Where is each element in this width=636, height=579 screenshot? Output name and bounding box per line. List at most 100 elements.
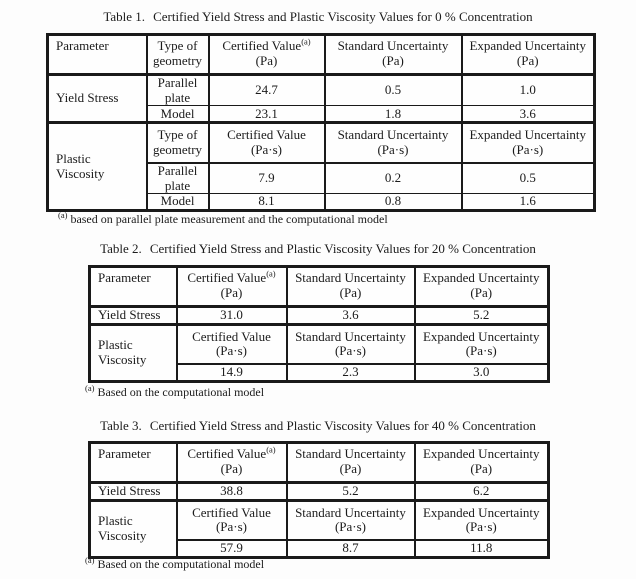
- t1-plastic-parallel-certified: 7.9: [207, 161, 326, 195]
- t2-yield-certified: 31.0: [175, 305, 288, 326]
- unit-label: (Pa): [339, 460, 362, 476]
- unit-label: (Pa·s): [377, 142, 409, 158]
- t2-plastic-standard: 2.3: [285, 363, 416, 383]
- unit-label: (Pa): [255, 52, 278, 68]
- t3-plastic-label: Plastic Viscosity: [88, 498, 178, 559]
- t2-plastic-value-row: 14.9 2.3 3.0: [90, 363, 550, 383]
- t3-yield-label: Yield Stress: [88, 481, 178, 502]
- t3-header-certified: Certified Value(a) (Pa): [175, 441, 288, 484]
- table-3-footnote-text: Based on the computational model: [97, 557, 265, 571]
- t1-plastic-model-geometry: Model: [145, 193, 210, 212]
- t1-header-parameter: Parameter: [46, 33, 148, 76]
- table-1-footnote-marker: (a): [58, 210, 68, 220]
- t2-header-parameter: Parameter: [88, 265, 178, 308]
- t2-plastic-certified: 14.9: [175, 363, 288, 383]
- t3-yield-standard: 5.2: [285, 481, 416, 502]
- t3-plastic-subheader-certified: Certified Value (Pa·s): [175, 498, 288, 542]
- unit-label: (Pa): [470, 460, 493, 476]
- table-2: Parameter Certified Value(a) (Pa) Standar…: [88, 265, 550, 383]
- table-3-header-row: Parameter Certified Value(a) (Pa) Standar…: [88, 441, 550, 484]
- t1-plastic-model-expanded: 1.6: [460, 193, 596, 212]
- table-1-footnote: (a) based on parallel plate measurement a…: [58, 210, 388, 227]
- t3-plastic-certified: 57.9: [175, 539, 288, 559]
- t1-plastic-viscosity-label: Plastic Viscosity: [46, 121, 148, 212]
- unit-label: (Pa·s): [465, 519, 497, 535]
- t2-header-standard: Standard Uncertainty (Pa): [285, 265, 416, 308]
- t1-plastic-model-row: Model 8.1 0.8 1.6: [48, 193, 596, 212]
- table-3-title-number: Table 3.: [100, 418, 142, 433]
- table-3-footnote-marker: (a): [85, 555, 95, 565]
- t1-yield-parallel-row: Yield Stress Parallel plate 24.7 0.5 1.0: [46, 72, 596, 124]
- table-1-title-text: Certified Yield Stress and Plastic Visco…: [153, 9, 533, 24]
- unit-label: (Pa): [516, 52, 539, 68]
- t2-yield-row: Yield Stress 31.0 3.6 5.2: [88, 305, 550, 326]
- t2-plastic-subheader-standard: Standard Uncertainty (Pa·s): [285, 322, 416, 366]
- t3-plastic-subheader-expanded: Expanded Uncertainty (Pa·s): [413, 498, 550, 542]
- t1-yield-parallel-geometry: Parallel plate: [145, 72, 210, 107]
- unit-label: (Pa): [339, 284, 362, 300]
- unit-label: (Pa·s): [250, 142, 283, 158]
- t1-plastic-subheader-expanded: Expanded Uncertainty (Pa·s): [460, 121, 596, 164]
- t2-yield-standard: 3.6: [285, 305, 416, 326]
- t1-yield-model-standard: 1.8: [323, 105, 463, 125]
- unit-label: (Pa): [382, 52, 404, 68]
- footnote-marker: (a): [301, 36, 311, 47]
- t2-yield-label: Yield Stress: [88, 305, 178, 326]
- table-2-header-row: Parameter Certified Value(a) (Pa) Standar…: [88, 265, 550, 308]
- t1-header-geometry: Type of geometry: [145, 33, 210, 76]
- unit-label: (Pa·s): [215, 519, 248, 535]
- t1-header-standard: Standard Uncertainty (Pa): [323, 33, 463, 76]
- t1-plastic-subheader-standard: Standard Uncertainty (Pa·s): [323, 121, 463, 164]
- t2-header-certified: Certified Value(a) (Pa): [175, 265, 288, 308]
- unit-label: (Pa): [470, 284, 493, 300]
- t3-yield-expanded: 6.2: [413, 481, 550, 502]
- table-3-title-text: Certified Yield Stress and Plastic Visco…: [149, 418, 536, 433]
- t1-header-expanded: Expanded Uncertainty (Pa): [460, 33, 596, 76]
- t1-yield-parallel-expanded: 1.0: [460, 72, 596, 107]
- t1-plastic-model-standard: 0.8: [323, 193, 463, 212]
- t1-plastic-parallel-geometry: Parallel plate: [145, 161, 210, 195]
- unit-label: (Pa·s): [512, 142, 544, 158]
- table-2-title-text: Certified Yield Stress and Plastic Visco…: [149, 241, 536, 256]
- table-1-title-number: Table 1.: [103, 9, 146, 24]
- t1-plastic-subheader-geometry: Type of geometry: [145, 121, 210, 164]
- table-2-footnote-marker: (a): [85, 383, 95, 393]
- t3-header-standard: Standard Uncertainty (Pa): [285, 441, 416, 484]
- unit-label: (Pa·s): [334, 343, 367, 359]
- table-2-title-number: Table 2.: [100, 241, 142, 256]
- table-1-footnote-text: based on parallel plate measurement and …: [70, 212, 388, 226]
- table-1: Parameter Type of geometry Certified Val…: [46, 33, 596, 212]
- t3-header-expanded: Expanded Uncertainty (Pa): [413, 441, 550, 484]
- table-2-footnote-text: Based on the computational model: [97, 385, 265, 399]
- table-3-footnote: (a) Based on the computational model: [85, 555, 265, 572]
- t1-yield-parallel-standard: 0.5: [323, 72, 463, 107]
- t1-plastic-model-certified: 8.1: [207, 193, 326, 212]
- t2-plastic-subheader-certified: Certified Value (Pa·s): [175, 322, 288, 366]
- footnote-marker: (a): [266, 444, 276, 455]
- t1-yield-model-certified: 23.1: [207, 105, 326, 125]
- t1-yield-model-geometry: Model: [145, 105, 210, 125]
- t1-yield-model-expanded: 3.6: [460, 105, 596, 125]
- unit-label: (Pa·s): [465, 343, 497, 359]
- t3-plastic-subheader-row: Plastic Viscosity Certified Value (Pa·s) …: [88, 498, 550, 559]
- t1-plastic-subheader-row: Plastic Viscosity Type of geometry Certi…: [46, 121, 596, 212]
- t3-yield-certified: 38.8: [175, 481, 288, 502]
- table-2-footnote: (a) Based on the computational model: [85, 383, 265, 400]
- t2-plastic-label: Plastic Viscosity: [88, 322, 178, 383]
- unit-label: (Pa): [220, 460, 243, 476]
- table-1-title: Table 1. Certified Yield Stress and Plast…: [0, 9, 636, 25]
- table-1-header-row: Parameter Type of geometry Certified Val…: [46, 33, 596, 76]
- t1-yield-model-row: Model 23.1 1.8 3.6: [48, 105, 596, 125]
- t1-header-certified: Certified Value(a) (Pa): [207, 33, 326, 76]
- t3-plastic-expanded: 11.8: [413, 539, 550, 559]
- footnote-marker: (a): [266, 268, 276, 279]
- t1-yield-stress-label: Yield Stress: [46, 72, 148, 124]
- t1-plastic-parallel-expanded: 0.5: [460, 161, 596, 195]
- t3-yield-row: Yield Stress 38.8 5.2 6.2: [88, 481, 550, 502]
- t1-plastic-parallel-standard: 0.2: [323, 161, 463, 195]
- t2-plastic-expanded: 3.0: [413, 363, 550, 383]
- t3-header-parameter: Parameter: [88, 441, 178, 484]
- table-3-title: Table 3. Certified Yield Stress and Plast…: [0, 418, 636, 434]
- t2-plastic-subheader-row: Plastic Viscosity Certified Value (Pa·s) …: [88, 322, 550, 383]
